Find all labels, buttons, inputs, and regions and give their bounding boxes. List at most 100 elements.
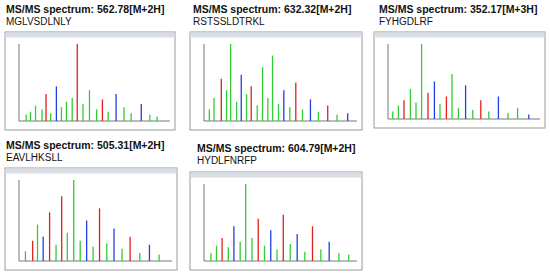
peak: [278, 104, 279, 121]
peak: [37, 225, 38, 261]
window-frame: [374, 32, 545, 128]
peptide-sequence: HYDLFNRFP: [197, 155, 257, 166]
peak: [56, 86, 57, 121]
peak: [439, 104, 440, 119]
window-frame: [5, 168, 177, 270]
peak: [312, 226, 313, 261]
peak: [131, 113, 132, 121]
peak: [149, 115, 150, 121]
peak: [96, 109, 97, 121]
peak: [221, 238, 222, 261]
peak: [329, 242, 330, 261]
peak: [228, 247, 229, 261]
peak: [251, 86, 252, 121]
peak: [410, 89, 411, 119]
peak: [66, 102, 67, 121]
peak: [32, 241, 33, 261]
peak: [320, 249, 321, 261]
peak: [480, 100, 481, 119]
peak: [283, 90, 284, 121]
peak: [347, 113, 348, 121]
peak: [415, 103, 416, 120]
peak: [86, 221, 87, 262]
peak: [272, 56, 273, 121]
peak: [213, 98, 214, 121]
peak: [216, 246, 217, 261]
peak: [507, 113, 508, 119]
y-axis: [388, 44, 389, 119]
peak: [236, 102, 237, 121]
peak: [233, 226, 234, 261]
peak: [297, 234, 298, 261]
peak: [139, 253, 140, 261]
panel-title: MS/MS spectrum: 562.78[M+2H]: [6, 3, 164, 15]
peak: [230, 44, 231, 121]
peak: [434, 82, 435, 120]
peak: [82, 104, 83, 121]
peak: [106, 243, 107, 261]
peak: [25, 251, 26, 261]
peak: [50, 113, 51, 121]
peak: [258, 219, 259, 261]
peak: [290, 244, 291, 261]
peak: [123, 107, 124, 121]
peak: [26, 115, 27, 121]
peak: [517, 108, 518, 119]
peak: [270, 230, 271, 261]
window-frame: [190, 172, 362, 270]
figure: MS/MS spectrum: 562.78[M+2H]MGLVSDLNLYMS…: [0, 0, 550, 274]
peak: [310, 99, 311, 121]
panel-title: MS/MS spectrum: 604.79[M+2H]: [197, 142, 355, 154]
peak: [121, 249, 122, 261]
peak: [102, 99, 103, 121]
peak: [240, 242, 241, 261]
peak: [80, 241, 81, 261]
peak: [156, 116, 157, 121]
peak: [289, 107, 290, 121]
peak: [45, 94, 46, 121]
peak: [67, 233, 68, 261]
window-header: [191, 33, 362, 38]
peak: [528, 115, 529, 120]
peptide-sequence: EAVLHKSLL: [6, 152, 63, 163]
window-header: [6, 33, 175, 38]
peak: [77, 44, 78, 121]
y-axis: [204, 184, 205, 261]
peak: [488, 112, 489, 120]
y-axis: [204, 44, 205, 121]
x-axis: [204, 261, 357, 262]
peak: [304, 252, 305, 261]
peak: [451, 74, 452, 119]
spectrum-panel: MS/MS spectrum: 352.17[M+3H]FYHGDLRF: [374, 3, 545, 128]
peak: [41, 109, 42, 121]
panel-title: MS/MS spectrum: 632.32[M+2H]: [193, 3, 351, 15]
peak: [283, 215, 284, 261]
peptide-sequence: FYHGDLRF: [379, 16, 433, 27]
peak: [348, 255, 349, 261]
peak: [295, 83, 296, 122]
peak: [141, 104, 142, 121]
peak: [302, 109, 303, 121]
peak: [43, 237, 44, 261]
peak: [35, 106, 36, 121]
peak: [267, 98, 268, 121]
spectrum-panel: MS/MS spectrum: 505.31[M+2H]EAVLHKSLL: [5, 139, 177, 270]
peak: [61, 196, 62, 261]
spectrum-panel: MS/MS spectrum: 604.79[M+2H]HYDLFNRFP: [190, 142, 362, 270]
peak: [61, 107, 62, 121]
peak: [446, 97, 447, 120]
peak: [262, 67, 263, 121]
peak: [246, 94, 247, 121]
peak: [398, 106, 399, 120]
peak: [498, 97, 499, 120]
peak: [392, 112, 393, 120]
panel-title: MS/MS spectrum: 505.31[M+2H]: [6, 139, 164, 151]
peak: [245, 184, 246, 261]
peak: [113, 229, 114, 261]
peak: [49, 212, 50, 261]
peak: [251, 238, 252, 261]
peaks: [26, 44, 157, 121]
peak: [276, 249, 277, 261]
window-header: [191, 173, 362, 178]
peak: [465, 85, 466, 119]
